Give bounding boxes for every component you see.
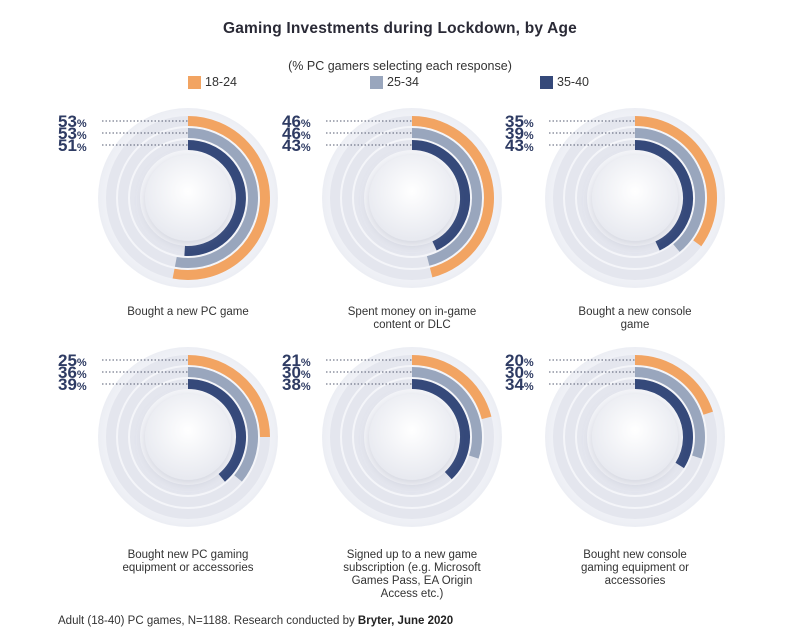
value-label: 30% — [505, 363, 534, 382]
value-label: 39% — [58, 375, 87, 394]
arc-25-34 — [174, 128, 258, 268]
arc-25-34 — [634, 367, 705, 459]
radial-panel: 21%30%38% — [282, 347, 502, 527]
value-label: 51% — [58, 136, 87, 155]
panel-caption: Bought new console gaming equipment or acc… — [580, 549, 690, 587]
radial-panel: 53%53%51% — [58, 108, 278, 288]
value-label: 35% — [505, 112, 534, 131]
footnote: Adult (18-40) PC games, N=1188. Research… — [58, 615, 453, 627]
value-label: 34% — [505, 375, 534, 394]
arc-25-34 — [187, 367, 258, 482]
panel-caption: Signed up to a new game subscription (e.g… — [343, 549, 481, 600]
center-hub — [145, 155, 231, 241]
value-label: 36% — [58, 363, 87, 382]
legend: 18-24 25-34 35-40 — [0, 75, 800, 91]
value-label: 39% — [505, 124, 534, 143]
arc-18-24 — [172, 116, 270, 280]
footnote-credit: Bryter, June 2020 — [357, 615, 454, 627]
value-label: 46% — [282, 112, 311, 131]
legend-swatch — [188, 75, 201, 89]
center-hub — [369, 155, 455, 241]
arc-18-24 — [411, 116, 494, 278]
value-label: 25% — [58, 351, 87, 370]
arc-18-24 — [411, 355, 492, 420]
legend-item-18-24: 18-24 — [188, 75, 237, 89]
arc-18-24 — [634, 116, 717, 247]
center-hub — [369, 394, 455, 480]
value-label: 53% — [58, 112, 87, 131]
center-hub — [592, 394, 678, 480]
arc-25-34 — [634, 128, 705, 252]
arc-35-40 — [411, 140, 471, 251]
arc-18-24 — [634, 355, 713, 415]
arc-25-34 — [411, 367, 482, 459]
legend-label: 35-40 — [557, 75, 589, 89]
radial-panel: 25%36%39% — [58, 347, 278, 527]
panel-caption: Bought a new PC game — [127, 306, 249, 318]
chart-title: Gaming Investments during Lockdown, by A… — [222, 20, 578, 37]
panel-caption: Spent money on in-game content or DLC — [347, 306, 477, 331]
value-label: 20% — [505, 351, 534, 370]
footnote-text: Adult (18-40) PC games, N=1188. Research… — [58, 615, 358, 627]
chart-subtitle: (% PC gamers selecting each response) — [288, 59, 512, 73]
radial-panel: 20%30%34% — [505, 347, 725, 527]
arc-18-24 — [187, 355, 270, 438]
legend-label: 18-24 — [205, 75, 237, 89]
center-hub — [145, 394, 231, 480]
value-label: 38% — [282, 375, 311, 394]
value-label: 43% — [505, 136, 534, 155]
value-label: 46% — [282, 124, 311, 143]
arc-35-40 — [634, 379, 693, 469]
value-label: 30% — [282, 363, 311, 382]
value-label: 53% — [58, 124, 87, 143]
value-label: 43% — [282, 136, 311, 155]
panel-caption: Bought new PC gaming equipment or accesso… — [122, 549, 254, 574]
arc-35-40 — [187, 379, 246, 482]
value-label: 21% — [282, 351, 311, 370]
legend-swatch — [370, 75, 383, 89]
arc-35-40 — [411, 379, 470, 480]
arc-35-40 — [634, 140, 694, 251]
center-hub — [592, 155, 678, 241]
legend-item-25-34: 25-34 — [370, 75, 419, 89]
radial-panel: 46%46%43% — [282, 108, 502, 288]
legend-item-35-40: 35-40 — [540, 75, 589, 89]
legend-swatch — [540, 75, 553, 89]
arc-25-34 — [411, 128, 482, 266]
arc-35-40 — [184, 140, 246, 256]
panel-caption: Bought a new console game — [578, 306, 692, 331]
radial-panel: 35%39%43% — [505, 108, 725, 288]
legend-label: 25-34 — [387, 75, 419, 89]
